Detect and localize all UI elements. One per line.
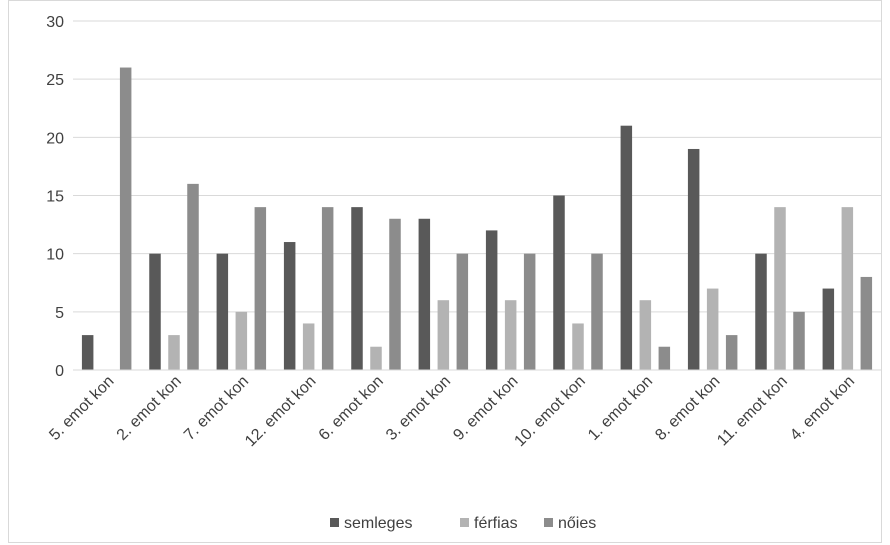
x-tick-label: 1. emot kon xyxy=(585,373,656,444)
x-tick-label: 2. emot kon xyxy=(114,373,185,444)
y-tick-label: 5 xyxy=(55,305,64,322)
bar-nőies-8 xyxy=(591,253,603,370)
x-tick-label: 10. emot kon xyxy=(511,373,588,450)
bar-férfias-5 xyxy=(370,346,382,370)
bar-nőies-5 xyxy=(389,218,401,370)
x-tick-label: 8. emot kon xyxy=(652,373,723,444)
bar-semleges-5 xyxy=(351,207,363,370)
bar-nőies-10 xyxy=(725,335,738,370)
bar-semleges-3 xyxy=(216,253,229,370)
bar-semleges-4 xyxy=(283,242,296,370)
bar-nőies-2 xyxy=(187,183,199,370)
x-tick-label: 5. emot kon xyxy=(46,373,117,444)
legend-swatch-férfias xyxy=(460,518,469,527)
bar-férfias-9 xyxy=(639,300,652,370)
bar-nőies-11 xyxy=(793,311,805,370)
bar-nőies-4 xyxy=(321,207,334,370)
bar-semleges-11 xyxy=(755,253,767,370)
bar-semleges-7 xyxy=(485,230,498,370)
bar-nőies-7 xyxy=(523,253,536,370)
y-tick-label: 25 xyxy=(46,72,64,89)
bar-semleges-12 xyxy=(822,288,835,370)
y-axis-ticks: 0 5 10 15 20 25 30 xyxy=(46,14,64,380)
y-tick-label: 10 xyxy=(46,247,64,264)
x-tick-label: 7. emot kon xyxy=(181,373,252,444)
legend-label: férfias xyxy=(474,515,518,532)
legend: semleges férfias nőies xyxy=(330,515,596,532)
bar-nőies-1 xyxy=(119,67,132,371)
bar-nőies-9 xyxy=(658,346,671,370)
x-tick-label: 4. emot kon xyxy=(787,373,858,444)
bar-férfias-10 xyxy=(706,288,719,370)
y-tick-label: 0 xyxy=(55,363,64,380)
legend-swatch-semleges xyxy=(330,518,339,527)
bar-férfias-2 xyxy=(168,335,180,370)
bar-férfias-7 xyxy=(504,300,517,370)
legend-label: semleges xyxy=(344,515,412,532)
legend-swatch-nőies xyxy=(544,518,553,527)
bar-semleges-2 xyxy=(149,253,161,370)
gridlines xyxy=(73,20,881,313)
bar-férfias-3 xyxy=(235,311,248,370)
y-tick-label: 20 xyxy=(46,130,64,147)
y-tick-label: 30 xyxy=(46,14,64,31)
bar-férfias-6 xyxy=(437,300,450,370)
bar-férfias-8 xyxy=(572,323,584,370)
bar-semleges-9 xyxy=(620,125,633,370)
bars xyxy=(81,67,873,371)
legend-label: nőies xyxy=(558,515,596,532)
x-tick-label: 9. emot kon xyxy=(450,373,521,444)
bar-nőies-12 xyxy=(860,276,873,370)
x-tick-label: 3. emot kon xyxy=(383,373,454,444)
bar-semleges-10 xyxy=(687,148,700,370)
bar-férfias-4 xyxy=(302,323,315,370)
x-tick-label: 11. emot kon xyxy=(714,373,791,450)
x-tick-label: 12. emot kon xyxy=(242,373,319,450)
bar-nőies-3 xyxy=(254,207,267,370)
bar-semleges-8 xyxy=(553,195,565,370)
bar-semleges-1 xyxy=(81,335,94,370)
x-tick-label: 6. emot kon xyxy=(316,373,387,444)
bar-semleges-6 xyxy=(418,218,431,370)
bar-nőies-6 xyxy=(456,253,469,370)
y-tick-label: 15 xyxy=(46,189,64,206)
bar-férfias-12 xyxy=(841,207,854,370)
bar-férfias-11 xyxy=(774,207,786,370)
